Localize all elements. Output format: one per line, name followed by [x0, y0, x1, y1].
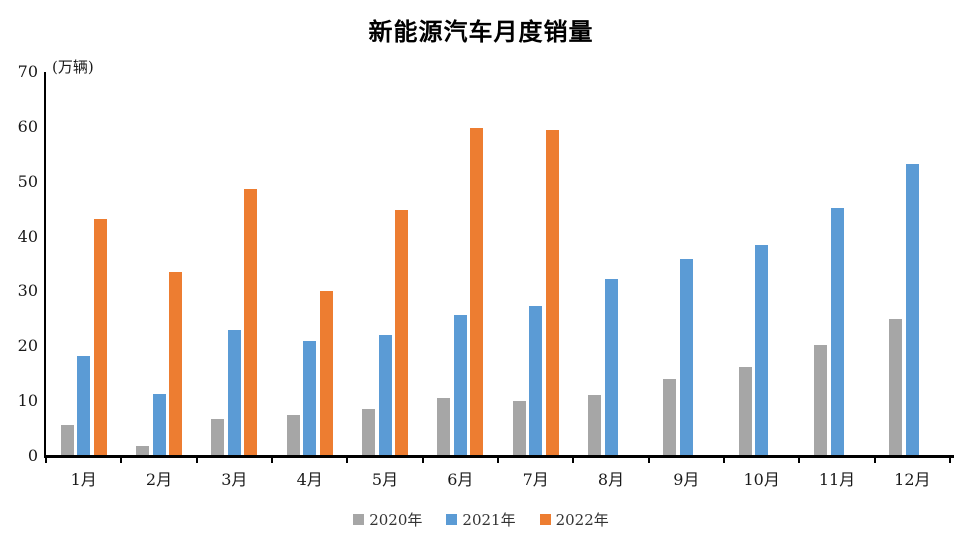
- x-axis-tick: [572, 458, 575, 463]
- y-axis-tick-label: 30: [17, 281, 38, 301]
- legend-marker-2020年: [353, 514, 365, 525]
- legend-item-2022年: 2022年: [539, 509, 609, 530]
- x-axis-tick: [421, 458, 424, 463]
- bar-2022年-5月: [394, 209, 408, 455]
- legend-label-2020年: 2020年: [369, 511, 423, 529]
- x-axis-line: [44, 455, 954, 458]
- x-axis-label-10月: 10月: [743, 470, 780, 489]
- bar-2022年-6月: [470, 128, 484, 455]
- bar-2021年-10月: [755, 244, 769, 455]
- legend-label-2021年: 2021年: [462, 511, 516, 529]
- y-axis-tick-label: 10: [17, 391, 38, 411]
- x-axis-label-1月: 1月: [70, 470, 97, 489]
- y-axis-tick-label: 60: [17, 116, 38, 136]
- bar-2021年-2月: [152, 394, 166, 455]
- x-axis-tick: [647, 458, 650, 463]
- legend-label-2022年: 2022年: [555, 511, 609, 529]
- legend-item-2021年: 2021年: [446, 509, 516, 530]
- x-axis-label-5月: 5月: [371, 470, 399, 489]
- x-axis-tick: [120, 458, 123, 463]
- x-axis-tick: [271, 458, 273, 463]
- x-axis-label-4月: 4月: [296, 470, 323, 489]
- y-axis-tick-label: 40: [17, 226, 38, 246]
- x-axis-label-8月: 8月: [597, 470, 625, 489]
- bar-2021年-9月: [679, 259, 693, 455]
- bar-2020年-5月: [362, 409, 376, 455]
- bar-2020年-2月: [136, 446, 150, 455]
- legend-item-2020年: 2020年: [353, 509, 422, 530]
- x-axis-label-9月: 9月: [673, 470, 700, 489]
- y-axis-tick-label: 50: [17, 171, 38, 191]
- legend: 2020年 2021年 2022年: [0, 509, 962, 530]
- bar-2021年-5月: [378, 335, 392, 455]
- y-axis-tick-label: 0: [27, 446, 38, 465]
- x-axis-tick: [949, 458, 951, 463]
- y-axis-unit-label: (万辆): [52, 58, 94, 76]
- x-axis-tick: [723, 458, 725, 463]
- x-axis-label-12月: 12月: [894, 470, 931, 489]
- x-axis-tick: [45, 458, 47, 463]
- bar-2022年-3月: [244, 189, 258, 455]
- y-axis-line: [44, 72, 46, 457]
- x-axis-tick: [195, 458, 198, 463]
- bar-2021年-4月: [303, 341, 317, 455]
- legend-marker-2022年: [539, 514, 551, 525]
- bar-2020年-3月: [211, 418, 225, 455]
- bar-2022年-1月: [93, 218, 107, 455]
- x-axis-tick: [497, 458, 499, 463]
- bar-2021年-6月: [453, 314, 467, 455]
- bar-2020年-4月: [286, 414, 300, 455]
- bar-2020年-9月: [663, 379, 677, 455]
- bar-2022年-4月: [319, 290, 333, 455]
- bar-2022年-7月: [545, 129, 559, 455]
- bar-2021年-1月: [77, 356, 91, 455]
- x-axis-label-6月: 6月: [447, 470, 474, 489]
- bar-2020年-10月: [738, 367, 752, 455]
- bar-2021年-7月: [529, 306, 543, 455]
- bar-2022年-2月: [168, 271, 182, 455]
- bar-2021年-8月: [604, 278, 618, 455]
- y-axis-tick-label: 20: [17, 336, 38, 356]
- bar-2020年-8月: [588, 394, 602, 455]
- x-axis-label-11月: 11月: [818, 470, 856, 489]
- x-axis-label-3月: 3月: [221, 470, 248, 489]
- x-axis-tick: [798, 458, 801, 463]
- x-axis-tick: [873, 458, 876, 463]
- bar-2020年-12月: [889, 318, 903, 455]
- bar-2020年-11月: [814, 345, 828, 455]
- bar-2020年-1月: [60, 425, 74, 455]
- bar-2020年-7月: [512, 400, 526, 455]
- y-axis-tick-label: 70: [17, 62, 38, 81]
- chart-title: 新能源汽车月度销量: [368, 17, 594, 46]
- bar-2021年-3月: [227, 330, 241, 455]
- x-axis-tick: [346, 458, 349, 463]
- bar-2021年-11月: [830, 208, 844, 455]
- x-axis-label-7月: 7月: [522, 470, 549, 489]
- x-axis-label-2月: 2月: [145, 470, 173, 489]
- bar-2021年-12月: [905, 163, 919, 455]
- legend-marker-2021年: [446, 514, 458, 525]
- bar-2020年-6月: [437, 397, 451, 455]
